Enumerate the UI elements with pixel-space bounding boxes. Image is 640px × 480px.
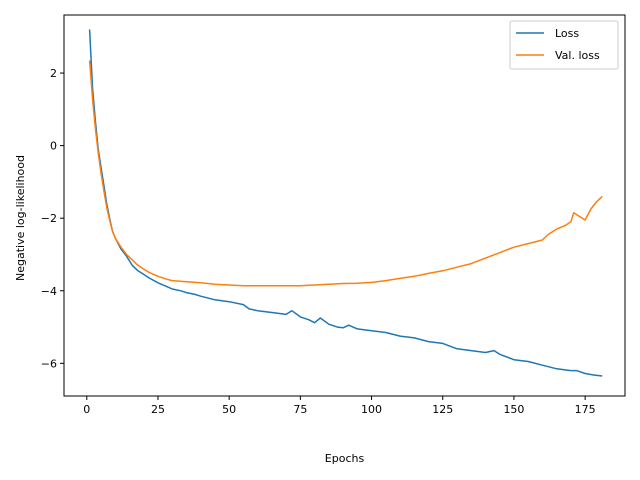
series-line-loss (88, 29, 603, 377)
series-line-val-loss (88, 60, 603, 287)
y-tick-label: −6 (41, 357, 57, 370)
y-tick-label: 2 (50, 67, 57, 80)
series-layer (88, 29, 603, 377)
y-axis: −6 −4 −2 0 2 (41, 67, 64, 370)
x-axis: 0 25 50 75 100 125 150 175 (83, 396, 596, 416)
x-tick-label: 150 (503, 403, 524, 416)
legend-label-val-loss: Val. loss (555, 49, 600, 62)
x-axis-label: Epochs (325, 452, 365, 465)
legend-label-loss: Loss (555, 27, 579, 40)
y-tick-label: −2 (41, 212, 57, 225)
y-axis-label: Negative log-likelihood (14, 155, 27, 281)
x-tick-label: 50 (222, 403, 236, 416)
legend: Loss Val. loss (509, 20, 619, 70)
x-tick-label: 125 (432, 403, 453, 416)
x-tick-label: 0 (83, 403, 90, 416)
y-tick-label: −4 (41, 285, 57, 298)
y-tick-label: 0 (50, 140, 57, 153)
x-tick-label: 75 (293, 403, 307, 416)
plot-frame (63, 14, 626, 397)
x-tick-label: 100 (361, 403, 382, 416)
x-tick-label: 175 (575, 403, 596, 416)
x-tick-label: 25 (151, 403, 165, 416)
